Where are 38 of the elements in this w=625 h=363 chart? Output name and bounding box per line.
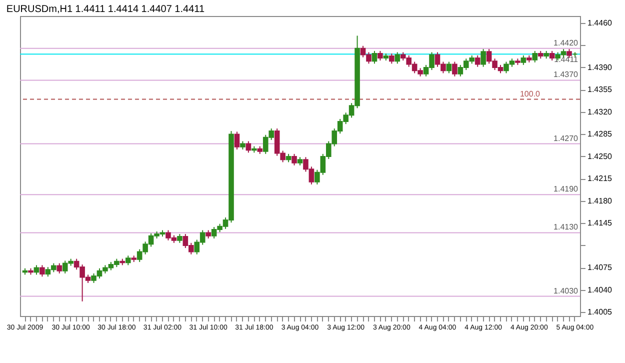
candlestick xyxy=(480,48,486,68)
ref-line-label: 1.4130 xyxy=(554,222,579,232)
ref-line-label: 1.4190 xyxy=(554,184,579,194)
candlestick xyxy=(389,53,394,64)
candlestick xyxy=(34,264,40,276)
candlestick xyxy=(234,131,240,150)
candlestick xyxy=(246,140,252,154)
candlestick xyxy=(40,264,45,278)
y-tick-label: 1.4320 xyxy=(588,107,613,116)
ref-line-label: 1.4420 xyxy=(554,38,579,48)
y-tick-label: 1.4180 xyxy=(588,196,613,206)
candlestick xyxy=(549,50,555,61)
candlestick xyxy=(532,50,538,63)
candlestick xyxy=(394,52,400,64)
candlestick xyxy=(452,61,458,77)
candlestick xyxy=(292,153,297,166)
candlestick xyxy=(446,61,452,74)
y-tick-label: 1.4460 xyxy=(588,18,613,28)
candlestick xyxy=(125,255,131,266)
annotation: 100.0 xyxy=(520,89,541,98)
y-tick-label: 1.4355 xyxy=(588,85,613,94)
y-tick-label: 1.4145 xyxy=(588,218,613,228)
y-tick-label: 1.4215 xyxy=(588,174,613,184)
y-tick-label: 1.4390 xyxy=(588,62,613,72)
candlestick xyxy=(378,50,383,61)
candlestick xyxy=(474,54,480,68)
ref-line-label: 1.4370 xyxy=(554,70,579,80)
ref-line-label: 1.4030 xyxy=(554,286,579,296)
chart-title: EURUSDm,H1 1.4411 1.4414 1.4407 1.4411 xyxy=(6,4,205,15)
candlestick xyxy=(56,262,62,274)
y-tick-label: 1.4285 xyxy=(588,130,613,139)
candlestick xyxy=(372,50,378,64)
y-tick-label: 1.4040 xyxy=(588,285,613,294)
candlestick xyxy=(520,54,526,66)
y-tick-label: 1.4005 xyxy=(588,308,613,317)
y-tick-label: 1.4075 xyxy=(588,263,613,272)
y-tick-label: 1.4250 xyxy=(588,152,613,161)
ref-line-label: 1.4270 xyxy=(554,134,579,143)
